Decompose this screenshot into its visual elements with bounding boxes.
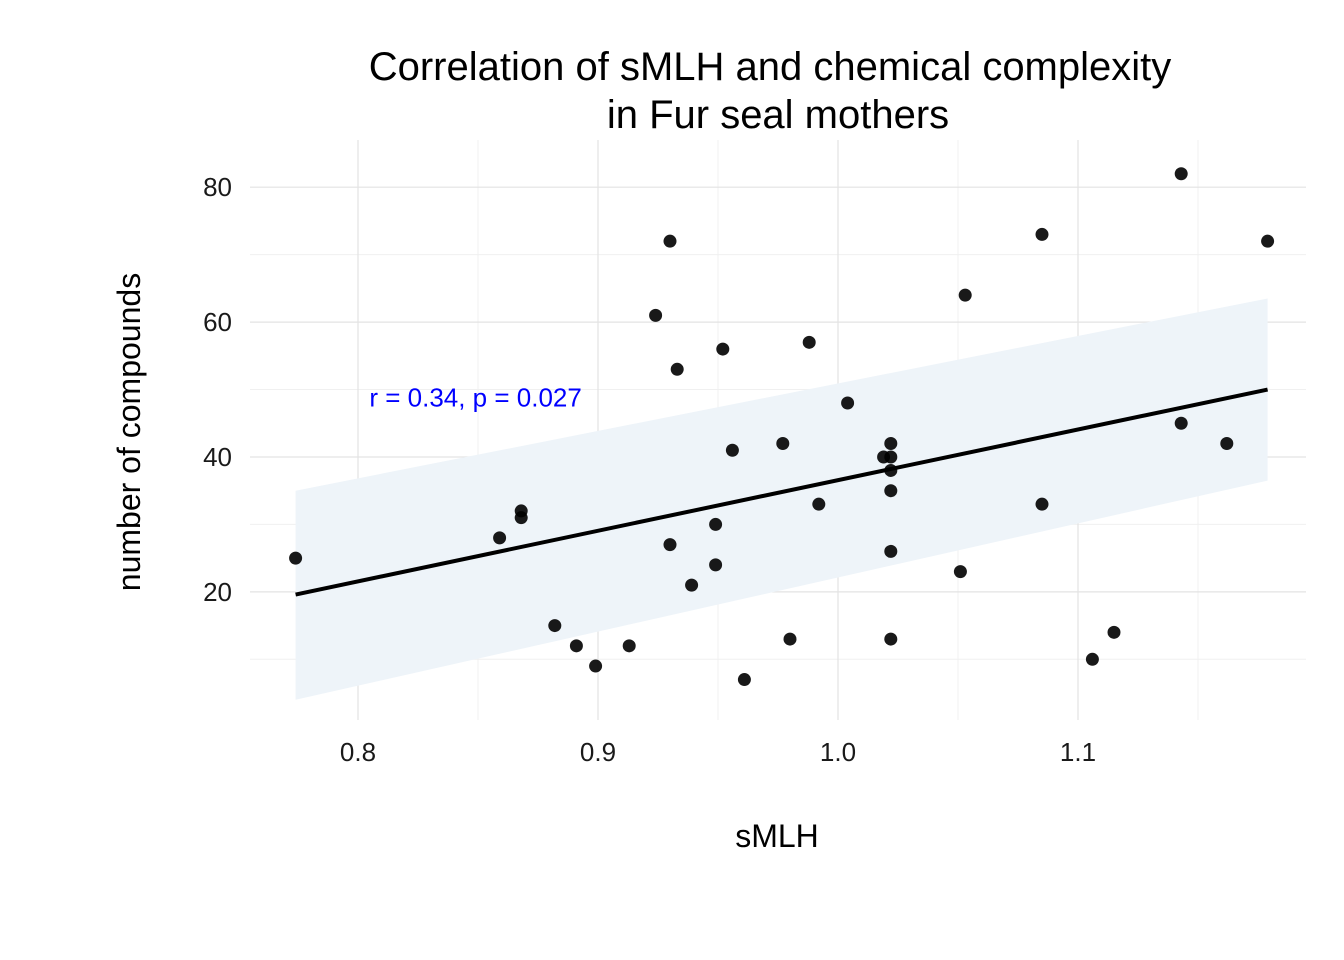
data-point <box>493 531 507 545</box>
data-point <box>958 288 972 302</box>
data-point <box>589 659 603 673</box>
data-point <box>802 335 816 349</box>
data-point <box>812 497 826 511</box>
x-tick-label: 0.9 <box>580 737 616 767</box>
data-point <box>1107 625 1121 639</box>
x-tick-label: 0.8 <box>340 737 376 767</box>
data-point <box>569 639 583 653</box>
data-point <box>663 538 677 552</box>
x-tick-label: 1.0 <box>820 737 856 767</box>
x-tick-label: 1.1 <box>1060 737 1096 767</box>
data-point <box>953 565 967 579</box>
y-tick-label: 80 <box>203 172 232 202</box>
data-point <box>1174 167 1188 181</box>
data-point <box>670 362 684 376</box>
data-point <box>884 450 898 464</box>
data-point <box>1035 497 1049 511</box>
data-point <box>1261 234 1275 248</box>
confidence-band <box>295 298 1268 700</box>
data-point <box>289 551 303 565</box>
data-point <box>841 396 855 410</box>
data-point <box>1085 652 1099 666</box>
data-point <box>737 673 751 687</box>
confidence-band-area <box>295 298 1268 700</box>
data-point <box>1174 416 1188 430</box>
data-points <box>289 167 1275 687</box>
chart-title-line-2: in Fur seal mothers <box>607 93 949 137</box>
regression-line-group <box>295 387 1269 597</box>
y-axis-ticks: 20 40 60 80 <box>203 172 232 607</box>
x-axis-ticks: 0.8 0.9 1.0 1.1 <box>340 737 1096 767</box>
data-point <box>548 619 562 633</box>
data-point <box>663 234 677 248</box>
data-point <box>884 484 898 498</box>
regression-line <box>295 387 1269 597</box>
data-point <box>884 544 898 558</box>
y-tick-label: 60 <box>203 307 232 337</box>
data-point <box>709 558 723 572</box>
data-point <box>649 308 663 322</box>
data-point <box>1220 436 1234 450</box>
data-point <box>514 511 528 525</box>
chart-title: Correlation of sMLH and chemical complex… <box>369 45 1172 137</box>
y-tick-label: 20 <box>203 577 232 607</box>
data-point <box>685 578 699 592</box>
data-point <box>884 463 898 477</box>
chart-title-line-1: Correlation of sMLH and chemical complex… <box>369 45 1172 89</box>
correlation-annotation: r = 0.34, p = 0.027 <box>369 382 582 412</box>
data-point <box>884 632 898 646</box>
data-point <box>1035 227 1049 241</box>
data-point <box>716 342 730 356</box>
data-point <box>783 632 797 646</box>
x-axis-label: sMLH <box>735 818 819 854</box>
data-point <box>709 517 723 531</box>
data-point <box>725 443 739 457</box>
data-point <box>622 639 636 653</box>
data-point <box>884 436 898 450</box>
data-point <box>776 436 790 450</box>
y-tick-label: 40 <box>203 442 232 472</box>
y-axis-label: number of compounds <box>111 273 147 591</box>
